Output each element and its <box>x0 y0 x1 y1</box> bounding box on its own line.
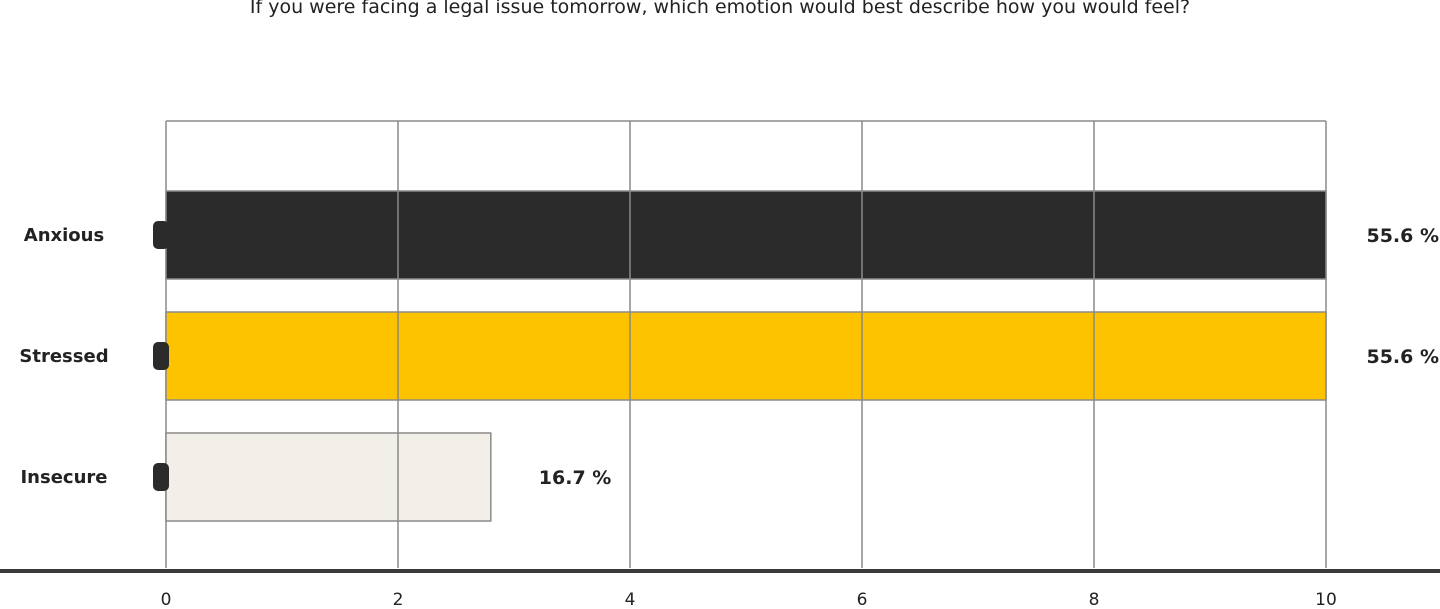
x-axis-line <box>0 569 1440 573</box>
bar-anxious <box>165 190 1327 280</box>
data-label: 55.6 % <box>1366 346 1439 368</box>
category-label: Anxious <box>24 225 104 246</box>
x-tick-label: 4 <box>625 590 636 609</box>
x-tick-label: 2 <box>393 590 404 609</box>
bar-insecure <box>165 432 492 522</box>
bar-stressed <box>165 311 1327 401</box>
x-tick-label: 0 <box>161 590 172 609</box>
category-tick <box>153 342 169 370</box>
category-tick <box>153 463 169 491</box>
data-label: 16.7 % <box>539 467 612 489</box>
category-label: Stressed <box>19 346 108 367</box>
data-label: 55.6 % <box>1366 225 1439 247</box>
category-label: Insecure <box>20 467 107 488</box>
x-tick-label: 8 <box>1089 590 1100 609</box>
category-tick <box>153 221 169 249</box>
bars <box>165 190 1327 522</box>
labels: Anxious 55.6 % Stressed 55.6 % Insecure 16.7 … <box>19 221 1439 491</box>
x-tick-label: 10 <box>1315 590 1337 609</box>
chart-title: If you were facing a legal issue tomorro… <box>249 0 1191 18</box>
x-axis: 0 2 4 6 8 10 <box>0 569 1440 609</box>
x-tick-label: 6 <box>857 590 868 609</box>
